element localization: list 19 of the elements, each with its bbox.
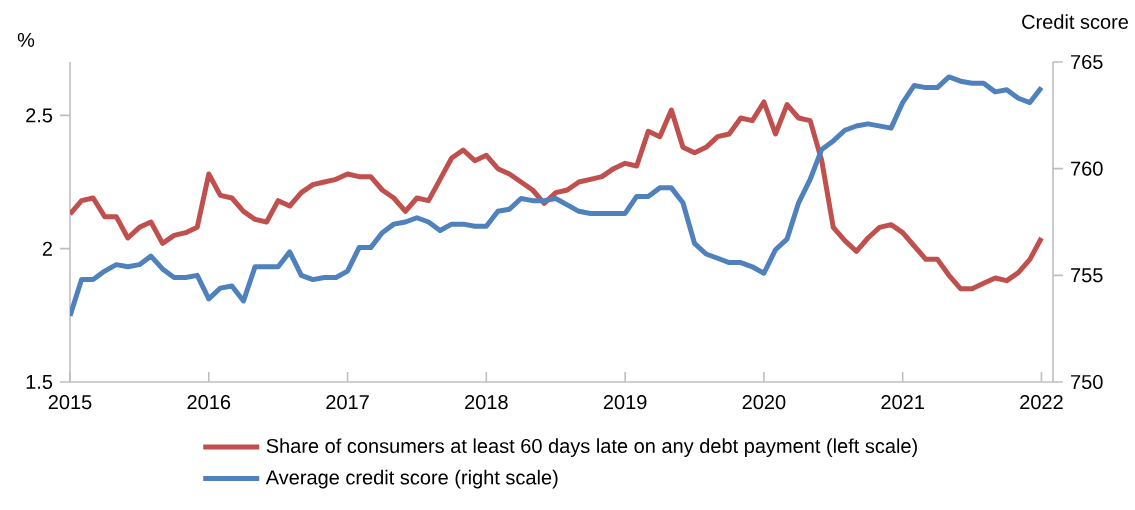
- legend-label: Average credit score (right scale): [265, 469, 558, 489]
- legend-label: Share of consumers at least 60 days late on any debt payment (left scale): [266, 438, 917, 458]
- x-tick-label: 2019: [603, 395, 647, 410]
- y2-tick-label: 755: [1071, 268, 1103, 283]
- x-tick-label: 2016: [187, 395, 231, 410]
- y2-axis-title: Credit score: [1022, 14, 1129, 29]
- y-axis-title: %: [17, 32, 35, 47]
- x-tick-label: 2018: [465, 395, 508, 410]
- y2-tick-label: 750: [1071, 374, 1103, 390]
- y-tick-label: 2.5: [26, 108, 53, 123]
- y-tick-label: 2: [42, 241, 52, 256]
- x-tick-label: 2015: [48, 395, 92, 410]
- x-tick-label: 2017: [326, 395, 369, 410]
- y2-tick-label: 765: [1071, 54, 1103, 70]
- x-tick-label: 2021: [881, 395, 924, 410]
- x-tick-label: 2022: [1020, 395, 1063, 410]
- x-tick-label: 2020: [742, 395, 786, 410]
- y-tick-label: 1.5: [26, 375, 53, 389]
- y2-tick-label: 760: [1071, 161, 1103, 176]
